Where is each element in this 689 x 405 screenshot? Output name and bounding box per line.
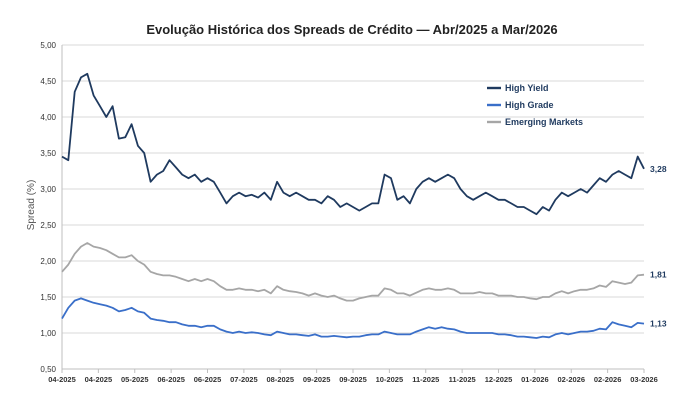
y-tick-label: 0,50 (40, 365, 56, 374)
x-tick-label: 04-2025 (85, 375, 113, 384)
series-lines (61, 72, 645, 339)
x-tick-label: 10-2025 (376, 375, 404, 384)
y-tick-label: 4,00 (40, 113, 56, 122)
y-tick-label: 2,00 (40, 257, 56, 266)
end-value-label: 3,28 (650, 164, 667, 174)
x-tick-label: 04-2025 (48, 375, 76, 384)
x-tick-label: 02-2026 (594, 375, 622, 384)
legend-entry: High Grade (505, 100, 554, 110)
x-tick-label: 01-2026 (521, 375, 549, 384)
y-tick-label: 5,00 (40, 41, 56, 50)
chart-title: Evolução Histórica dos Spreads de Crédit… (146, 22, 557, 37)
legend-entry: High Yield (505, 83, 549, 93)
x-tick-label: 08-2025 (266, 375, 294, 384)
end-value-label: 1,13 (650, 319, 667, 329)
x-tick-label: 12-2025 (485, 375, 513, 384)
x-tick-label: 06-2025 (194, 375, 222, 384)
x-tick-label: 05-2025 (121, 375, 149, 384)
x-tick-label: 11-2025 (412, 375, 439, 384)
series-line-high-grade (61, 297, 645, 339)
y-tick-label: 1,00 (40, 329, 56, 338)
series-line-high-yield (61, 72, 645, 216)
x-tick-label: 09-2025 (303, 375, 331, 384)
y-tick-label: 1,50 (40, 293, 56, 302)
y-axis-label: Spread (%) (26, 180, 37, 231)
x-tick-label: 06-2025 (157, 375, 185, 384)
axes: 0,50 1,00 1,50 2,00 2,50 3,00 3,50 4,00 4,50 5,00… (40, 41, 657, 384)
x-tick-label: 11-2025 (449, 375, 476, 384)
legend-entry: Emerging Markets (505, 117, 583, 127)
y-tick-label: 3,00 (40, 185, 56, 194)
x-tick-label: 02-2026 (557, 375, 585, 384)
gridlines (62, 44, 644, 370)
y-tick-label: 2,50 (40, 221, 56, 230)
x-tick-label: 09-2025 (339, 375, 367, 384)
x-tick-label: 03-2026 (630, 375, 658, 384)
y-tick-label: 3,50 (40, 149, 56, 158)
end-labels: 3,28 1,13 1,81 (650, 164, 667, 329)
legend: High Yield High Grade Emerging Markets (487, 83, 583, 127)
x-tick-label: 07-2025 (230, 375, 258, 384)
series-line-emerging-markets (61, 242, 645, 302)
end-value-label: 1,81 (650, 270, 667, 280)
y-tick-label: 4,50 (40, 77, 56, 86)
